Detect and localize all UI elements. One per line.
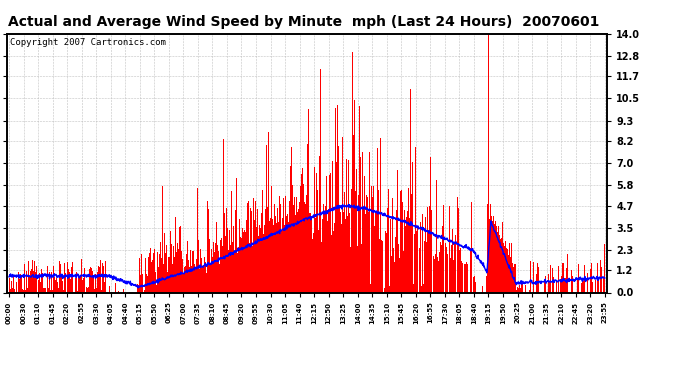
Text: Actual and Average Wind Speed by Minute  mph (Last 24 Hours)  20070601: Actual and Average Wind Speed by Minute …	[8, 15, 600, 29]
Text: Copyright 2007 Cartronics.com: Copyright 2007 Cartronics.com	[10, 38, 166, 46]
